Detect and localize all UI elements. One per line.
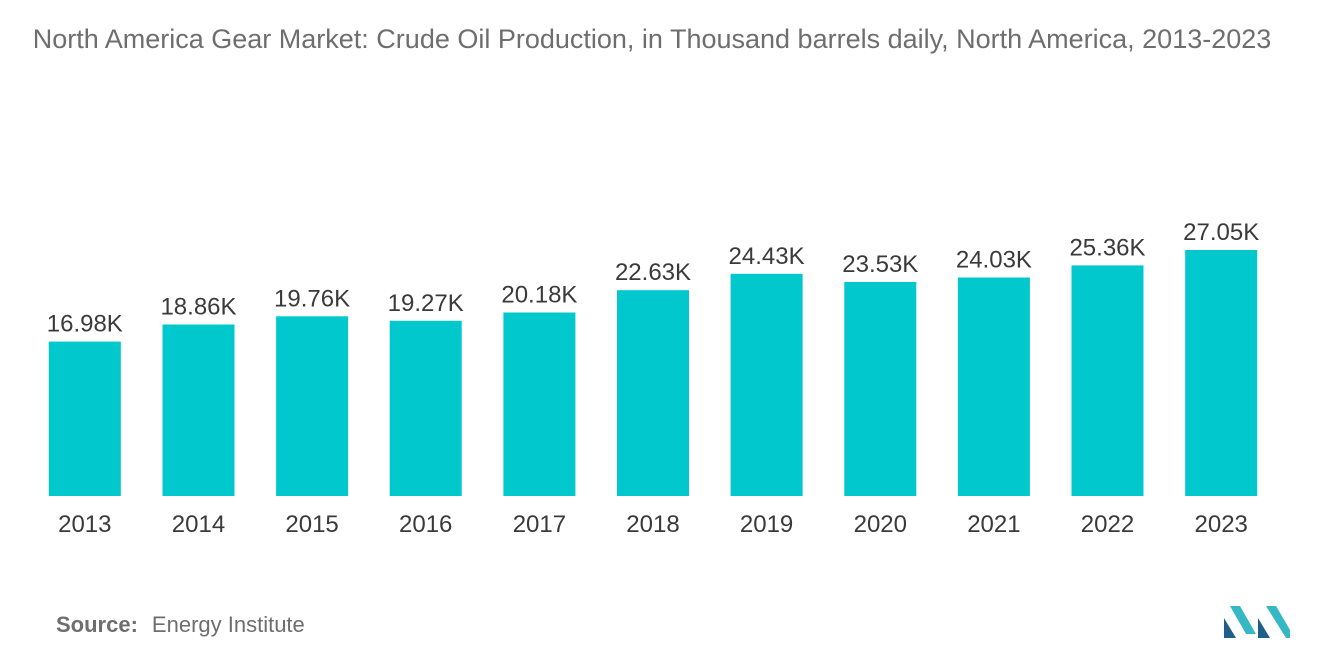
bar-2017 (503, 312, 576, 496)
data-label-2015: 19.76K (274, 285, 350, 312)
data-label-2020: 23.53K (842, 251, 918, 278)
bar-2022 (1071, 265, 1144, 496)
data-label-2013: 16.98K (47, 311, 123, 338)
source-value: Energy Institute (151, 612, 305, 637)
chart-title: North America Gear Market: Crude Oil Pro… (32, 24, 1272, 54)
bar-2016 (389, 320, 462, 496)
logo-shape-mid-left (1230, 606, 1256, 634)
x-tick-2014: 2014 (172, 511, 225, 538)
x-axis-ticks: 2013 2014 2015 2016 2017 2018 2019 2020 2021 2022… (58, 511, 1248, 538)
bar-2013 (48, 341, 121, 496)
logo-shape-right (1266, 606, 1290, 638)
mordor-intelligence-logo-icon (1224, 606, 1290, 638)
data-labels-group: 16.98K 18.86K 19.76K 19.27K 20.18K 22.63K 24.4… (47, 219, 1259, 338)
x-tick-2022: 2022 (1081, 511, 1134, 538)
data-label-2021: 24.03K (956, 247, 1032, 274)
data-label-2014: 18.86K (160, 294, 236, 321)
bar-chart: 16.98K 18.86K 19.76K 19.27K 20.18K 22.63K 24.4… (47, 219, 1259, 538)
logo-shape-mid-right (1258, 618, 1270, 638)
data-label-2016: 19.27K (388, 290, 464, 317)
x-tick-2015: 2015 (285, 511, 338, 538)
bar-2021 (957, 277, 1030, 496)
data-label-2018: 22.63K (615, 259, 691, 286)
bar-2014 (162, 324, 235, 496)
bar-2020 (844, 282, 917, 496)
data-label-2017: 20.18K (501, 282, 577, 309)
bar-2019 (730, 273, 803, 496)
data-label-2023: 27.05K (1183, 219, 1259, 246)
data-label-2019: 24.43K (729, 243, 805, 270)
bars-group (48, 250, 1258, 496)
source-note: Source: Energy Institute (56, 612, 305, 638)
x-tick-2020: 2020 (854, 511, 907, 538)
source-label: Source: (56, 612, 138, 637)
x-tick-2013: 2013 (58, 511, 111, 538)
x-tick-2016: 2016 (399, 511, 452, 538)
data-label-2022: 25.36K (1069, 234, 1145, 261)
x-tick-2017: 2017 (513, 511, 566, 538)
x-tick-2023: 2023 (1195, 511, 1248, 538)
x-tick-2021: 2021 (967, 511, 1020, 538)
x-tick-2018: 2018 (626, 511, 679, 538)
bar-2015 (276, 316, 349, 496)
bar-2018 (617, 290, 689, 496)
x-tick-2019: 2019 (740, 511, 793, 538)
logo-shape-left (1224, 618, 1236, 638)
bar-2023 (1185, 250, 1258, 496)
